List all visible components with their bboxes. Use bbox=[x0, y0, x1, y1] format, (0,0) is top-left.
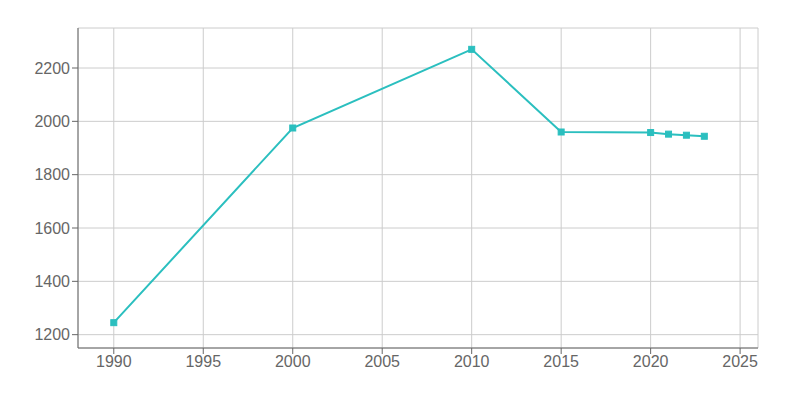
svg-text:2000: 2000 bbox=[34, 113, 70, 130]
svg-text:1600: 1600 bbox=[34, 220, 70, 237]
svg-text:2020: 2020 bbox=[633, 353, 669, 370]
svg-text:1990: 1990 bbox=[96, 353, 132, 370]
svg-text:2010: 2010 bbox=[454, 353, 490, 370]
svg-text:2200: 2200 bbox=[34, 60, 70, 77]
svg-text:1200: 1200 bbox=[34, 326, 70, 343]
svg-text:2005: 2005 bbox=[364, 353, 400, 370]
svg-text:1995: 1995 bbox=[185, 353, 221, 370]
svg-text:2000: 2000 bbox=[275, 353, 311, 370]
svg-text:1400: 1400 bbox=[34, 273, 70, 290]
svg-text:2025: 2025 bbox=[722, 353, 758, 370]
svg-text:1800: 1800 bbox=[34, 166, 70, 183]
svg-text:2015: 2015 bbox=[543, 353, 579, 370]
